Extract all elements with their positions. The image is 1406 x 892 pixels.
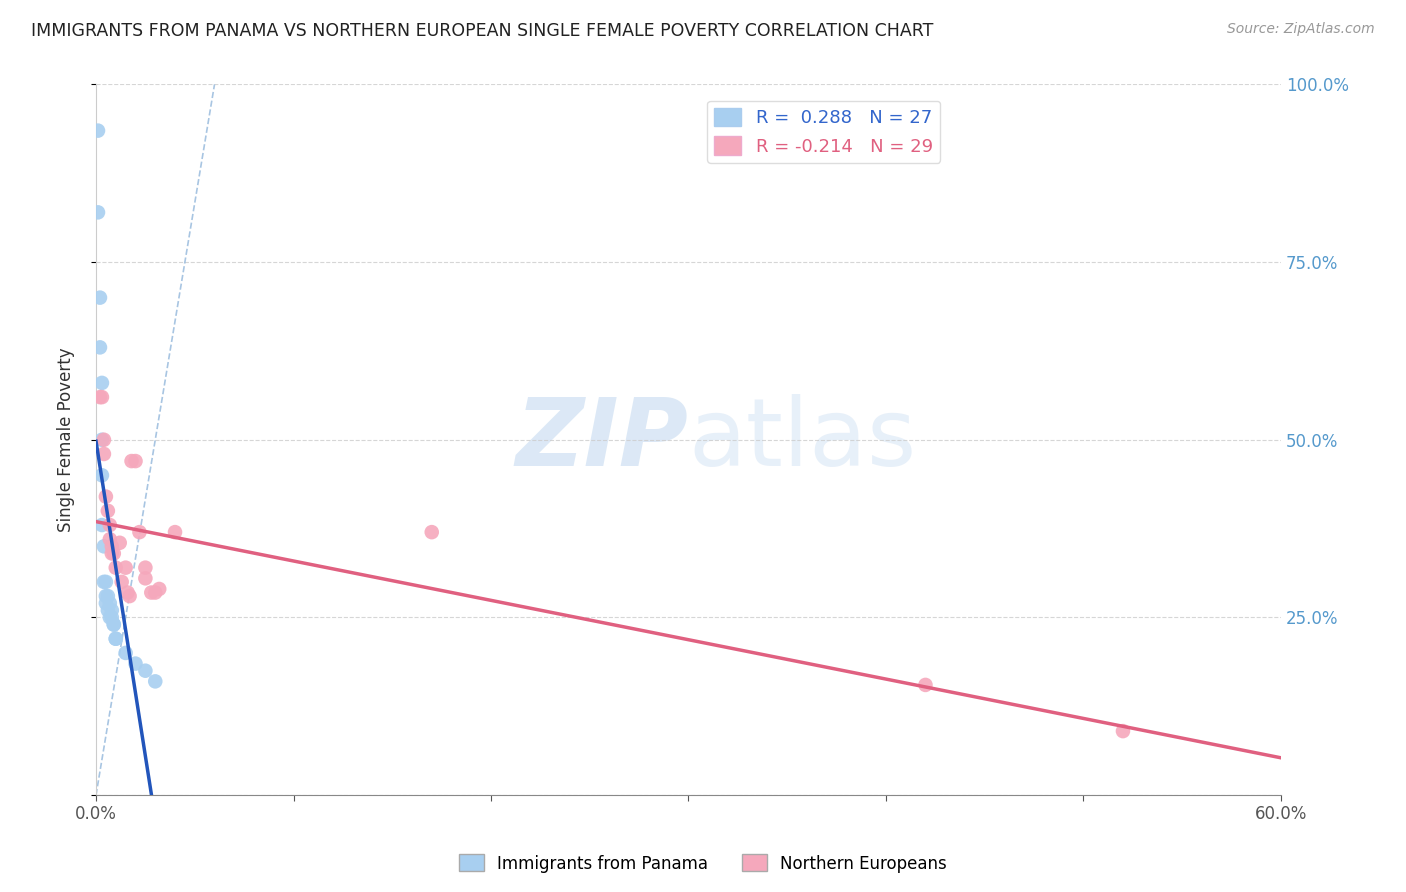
Point <box>117 585 139 599</box>
Point <box>93 539 115 553</box>
Text: ZIP: ZIP <box>516 393 689 486</box>
Text: IMMIGRANTS FROM PANAMA VS NORTHERN EUROPEAN SINGLE FEMALE POVERTY CORRELATION CH: IMMIGRANTS FROM PANAMA VS NORTHERN EUROP… <box>31 22 934 40</box>
Point <box>91 518 114 533</box>
Point <box>94 574 117 589</box>
Point <box>87 205 110 219</box>
Point <box>91 390 114 404</box>
Point <box>87 123 110 137</box>
Point <box>163 525 186 540</box>
Point <box>103 546 125 560</box>
Point <box>104 560 127 574</box>
Point <box>121 454 143 468</box>
Point <box>101 610 124 624</box>
Point <box>98 596 121 610</box>
Point <box>134 664 156 678</box>
Point <box>101 603 124 617</box>
Point <box>98 518 121 533</box>
Point <box>89 291 111 305</box>
Y-axis label: Single Female Poverty: Single Female Poverty <box>58 348 75 532</box>
Point <box>89 390 111 404</box>
Point <box>93 433 115 447</box>
Point <box>103 617 125 632</box>
Point <box>93 574 115 589</box>
Point <box>118 589 141 603</box>
Point <box>97 603 120 617</box>
Text: atlas: atlas <box>689 393 917 486</box>
Point <box>97 504 120 518</box>
Point <box>124 657 146 671</box>
Point <box>97 589 120 603</box>
Point <box>104 632 127 646</box>
Point <box>148 582 170 596</box>
Point <box>128 525 150 540</box>
Point <box>143 674 166 689</box>
Point <box>141 585 163 599</box>
Point <box>89 340 111 354</box>
Point <box>103 617 125 632</box>
Point <box>98 610 121 624</box>
Point <box>101 539 124 553</box>
Point <box>114 646 136 660</box>
Legend: Immigrants from Panama, Northern Europeans: Immigrants from Panama, Northern Europea… <box>453 847 953 880</box>
Point <box>134 571 156 585</box>
Point <box>91 433 114 447</box>
Point <box>108 536 131 550</box>
Point <box>111 574 134 589</box>
Point <box>91 376 114 390</box>
Point <box>94 490 117 504</box>
Point <box>93 447 115 461</box>
Point <box>91 468 114 483</box>
Legend: R =  0.288   N = 27, R = -0.214   N = 29: R = 0.288 N = 27, R = -0.214 N = 29 <box>707 101 941 162</box>
Text: Source: ZipAtlas.com: Source: ZipAtlas.com <box>1227 22 1375 37</box>
Point <box>1112 724 1135 739</box>
Point <box>143 585 166 599</box>
Point <box>914 678 936 692</box>
Point <box>124 454 146 468</box>
Point <box>94 589 117 603</box>
Point <box>101 546 124 560</box>
Point <box>134 560 156 574</box>
Point <box>420 525 443 540</box>
Point <box>114 560 136 574</box>
Point <box>94 596 117 610</box>
Point <box>98 533 121 547</box>
Point <box>104 632 127 646</box>
